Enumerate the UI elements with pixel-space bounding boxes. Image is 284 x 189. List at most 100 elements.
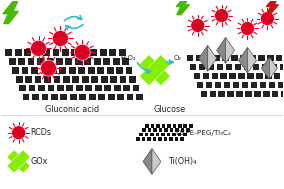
FancyBboxPatch shape [158, 137, 162, 141]
FancyBboxPatch shape [245, 91, 252, 97]
FancyBboxPatch shape [170, 129, 173, 132]
FancyBboxPatch shape [19, 85, 26, 91]
FancyBboxPatch shape [65, 58, 72, 65]
FancyBboxPatch shape [265, 73, 272, 79]
FancyBboxPatch shape [37, 58, 44, 65]
FancyBboxPatch shape [85, 85, 92, 91]
Polygon shape [143, 149, 152, 174]
FancyBboxPatch shape [251, 82, 257, 88]
FancyBboxPatch shape [276, 55, 283, 61]
FancyBboxPatch shape [267, 55, 273, 61]
Polygon shape [176, 0, 189, 15]
FancyBboxPatch shape [80, 94, 86, 100]
Polygon shape [261, 57, 270, 79]
FancyBboxPatch shape [258, 55, 265, 61]
FancyBboxPatch shape [139, 133, 143, 136]
FancyBboxPatch shape [23, 94, 30, 100]
Text: DSPE-PEG/Ti₃C₂: DSPE-PEG/Ti₃C₂ [175, 130, 231, 136]
FancyBboxPatch shape [222, 55, 229, 61]
FancyBboxPatch shape [272, 91, 279, 97]
FancyBboxPatch shape [43, 49, 50, 56]
FancyBboxPatch shape [16, 76, 22, 83]
FancyBboxPatch shape [57, 85, 64, 91]
FancyBboxPatch shape [242, 82, 248, 88]
Polygon shape [239, 47, 247, 73]
FancyBboxPatch shape [127, 94, 133, 100]
FancyBboxPatch shape [5, 49, 12, 56]
FancyBboxPatch shape [161, 133, 165, 136]
FancyBboxPatch shape [180, 137, 183, 141]
FancyBboxPatch shape [278, 82, 284, 88]
FancyBboxPatch shape [31, 67, 38, 74]
Polygon shape [199, 45, 208, 71]
FancyBboxPatch shape [217, 64, 223, 70]
FancyBboxPatch shape [156, 133, 159, 136]
FancyBboxPatch shape [136, 94, 143, 100]
FancyBboxPatch shape [53, 76, 60, 83]
FancyBboxPatch shape [145, 124, 149, 128]
FancyBboxPatch shape [116, 67, 123, 74]
FancyBboxPatch shape [133, 85, 139, 91]
FancyBboxPatch shape [150, 133, 154, 136]
FancyBboxPatch shape [114, 85, 120, 91]
FancyBboxPatch shape [59, 67, 66, 74]
FancyBboxPatch shape [218, 91, 225, 97]
Circle shape [215, 9, 229, 22]
FancyBboxPatch shape [145, 133, 148, 136]
FancyBboxPatch shape [97, 67, 104, 74]
FancyBboxPatch shape [53, 49, 59, 56]
FancyBboxPatch shape [66, 85, 73, 91]
FancyBboxPatch shape [164, 137, 167, 141]
FancyBboxPatch shape [35, 76, 41, 83]
Text: Ti(OH)₄: Ti(OH)₄ [168, 157, 196, 166]
FancyBboxPatch shape [224, 82, 230, 88]
Text: RCDs: RCDs [31, 128, 52, 137]
FancyBboxPatch shape [28, 58, 34, 65]
FancyBboxPatch shape [72, 49, 78, 56]
FancyBboxPatch shape [240, 55, 247, 61]
FancyBboxPatch shape [194, 73, 200, 79]
FancyBboxPatch shape [129, 76, 136, 83]
FancyBboxPatch shape [253, 64, 259, 70]
FancyBboxPatch shape [178, 133, 181, 136]
FancyBboxPatch shape [173, 124, 176, 128]
FancyBboxPatch shape [215, 82, 221, 88]
Circle shape [12, 126, 26, 140]
Polygon shape [208, 45, 217, 71]
FancyBboxPatch shape [183, 133, 187, 136]
FancyBboxPatch shape [254, 91, 260, 97]
FancyBboxPatch shape [256, 73, 262, 79]
FancyBboxPatch shape [280, 64, 284, 70]
FancyBboxPatch shape [81, 49, 88, 56]
FancyArrowPatch shape [137, 63, 150, 73]
Text: Glucose: Glucose [154, 105, 186, 114]
Text: Gluconic acid: Gluconic acid [45, 105, 99, 114]
FancyBboxPatch shape [226, 64, 232, 70]
FancyBboxPatch shape [249, 55, 256, 61]
FancyBboxPatch shape [82, 76, 89, 83]
FancyBboxPatch shape [75, 58, 82, 65]
Polygon shape [7, 150, 30, 173]
FancyBboxPatch shape [283, 73, 284, 79]
FancyBboxPatch shape [62, 49, 69, 56]
FancyBboxPatch shape [109, 49, 116, 56]
FancyBboxPatch shape [189, 124, 193, 128]
FancyBboxPatch shape [123, 85, 130, 91]
FancyBboxPatch shape [281, 91, 284, 97]
FancyBboxPatch shape [227, 91, 234, 97]
FancyBboxPatch shape [51, 94, 58, 100]
FancyBboxPatch shape [204, 55, 211, 61]
Polygon shape [7, 150, 30, 173]
FancyBboxPatch shape [29, 85, 36, 91]
FancyBboxPatch shape [153, 129, 157, 132]
FancyBboxPatch shape [41, 94, 48, 100]
Circle shape [241, 22, 254, 35]
FancyBboxPatch shape [167, 133, 170, 136]
FancyBboxPatch shape [167, 124, 171, 128]
FancyBboxPatch shape [183, 124, 187, 128]
FancyBboxPatch shape [108, 94, 114, 100]
FancyBboxPatch shape [90, 49, 97, 56]
FancyBboxPatch shape [110, 76, 117, 83]
FancyBboxPatch shape [274, 73, 281, 79]
FancyBboxPatch shape [78, 67, 85, 74]
